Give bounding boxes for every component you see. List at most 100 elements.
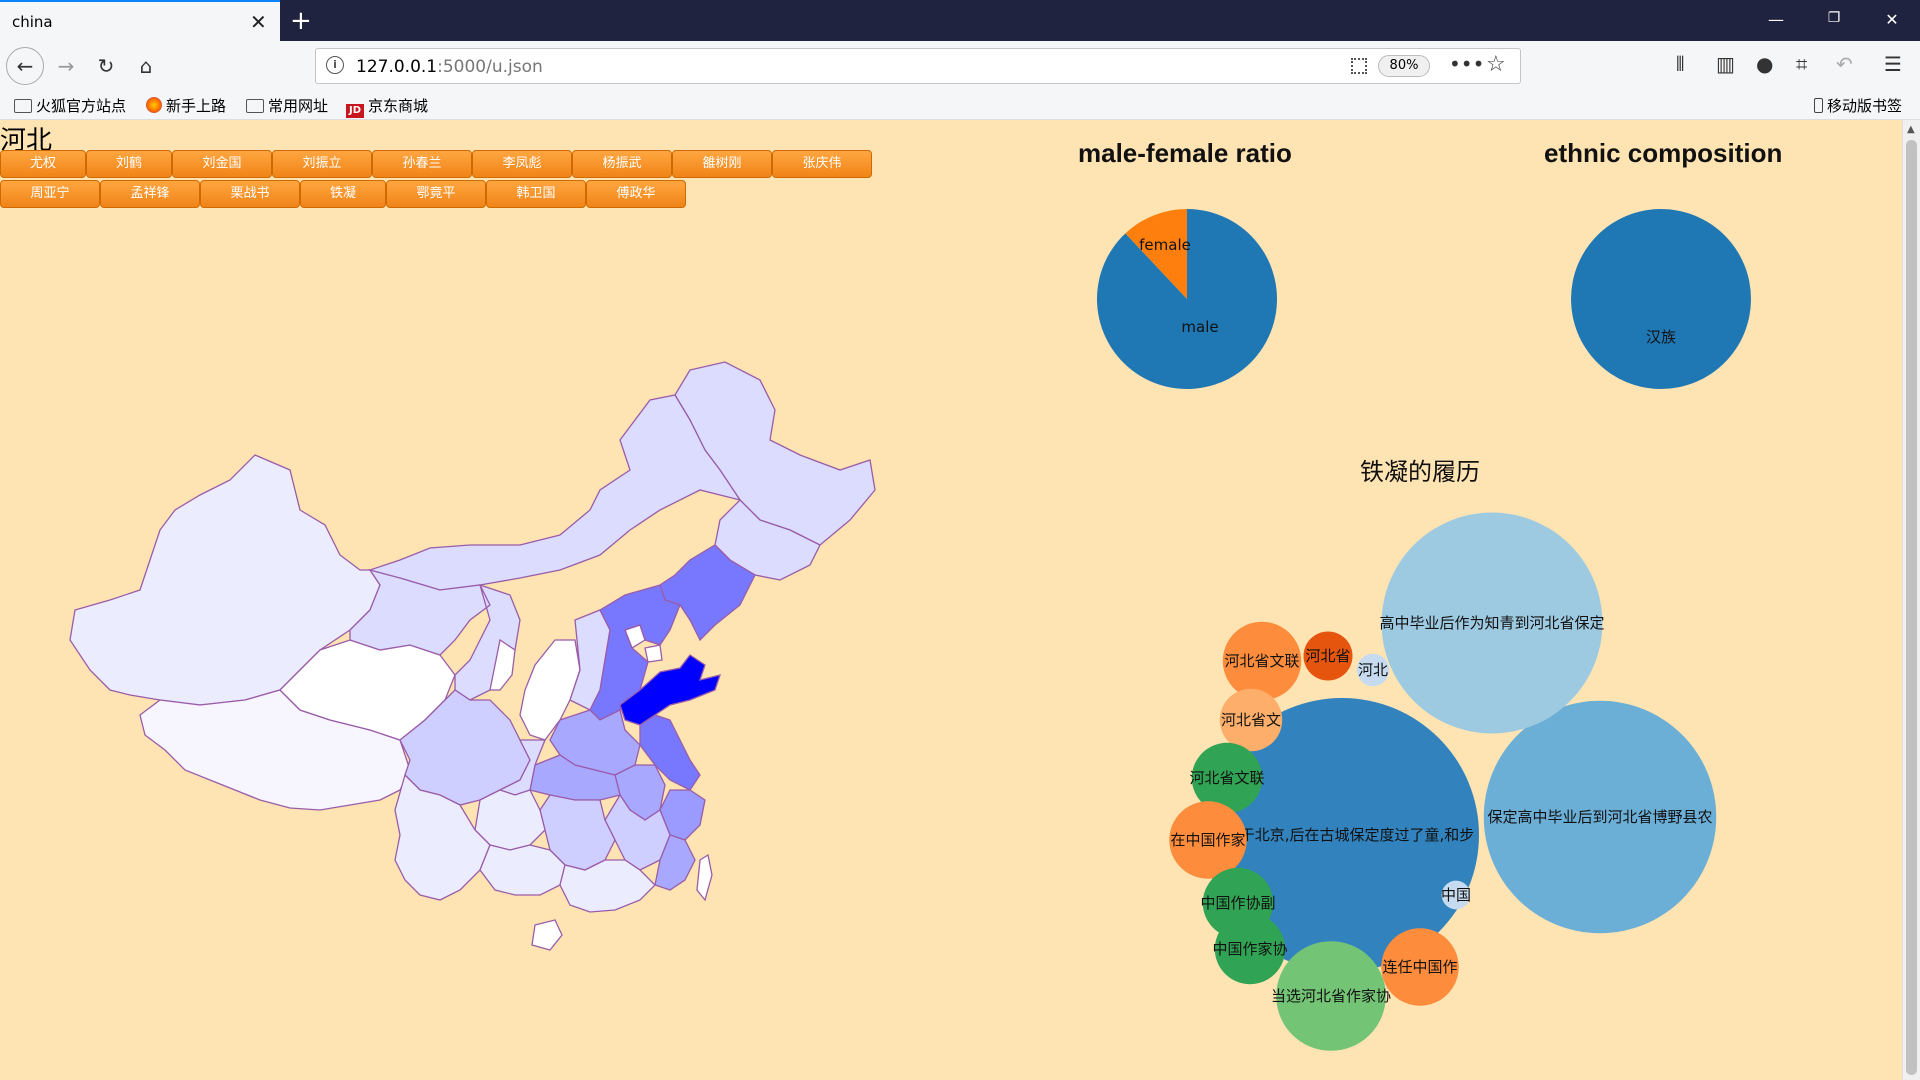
sidebar-icon[interactable]: ▥	[1716, 52, 1735, 76]
resume-bubble[interactable]: 中国	[1441, 880, 1471, 910]
bubble-circle[interactable]	[1214, 913, 1286, 985]
home-icon[interactable]: ⌂	[139, 54, 153, 78]
bubble-label: 中国作协副	[1200, 894, 1275, 912]
pie-slice-汉族[interactable]	[1571, 209, 1751, 389]
ethnic-pie-chart: 汉族	[1571, 209, 1751, 389]
address-bar[interactable]: i 127.0.0.1:5000/u.json 80% ••• ☆	[315, 48, 1521, 84]
tab-close-icon[interactable]: ✕	[250, 10, 267, 34]
bubble-label: 在中国作家	[1170, 831, 1245, 849]
person-button[interactable]: 雒树刚	[672, 150, 772, 178]
library-icon[interactable]: ⫴	[1676, 52, 1685, 76]
resume-bubble[interactable]: 河北	[1356, 653, 1390, 687]
tab-title: china	[12, 13, 53, 31]
region-liaoning[interactable]	[659, 544, 756, 642]
restore-icon[interactable]: ❐	[1827, 10, 1841, 26]
gender-pie-chart: male female	[1097, 209, 1277, 389]
resume-bubble[interactable]: 保定高中毕业后到河北省博野县农	[1483, 700, 1717, 934]
region-jiangsu[interactable]	[639, 714, 701, 791]
resume-bubble[interactable]: 河北省	[1303, 631, 1353, 681]
bubble-circle[interactable]	[1222, 621, 1302, 701]
window-close-icon[interactable]: ✕	[1885, 10, 1899, 29]
undo-icon[interactable]: ↶	[1836, 52, 1853, 76]
bubble-circle[interactable]	[1441, 880, 1471, 910]
person-button[interactable]: 刘振立	[272, 150, 372, 178]
bubble-label: 中国作家协	[1212, 940, 1287, 958]
person-button[interactable]: 刘金国	[172, 150, 272, 178]
bubble-circle[interactable]	[1381, 512, 1603, 734]
person-button[interactable]: 杨振武	[572, 150, 672, 178]
resume-bubble[interactable]: 河北省文	[1219, 688, 1283, 752]
resume-bubble[interactable]: 当选河北省作家协	[1271, 941, 1391, 1051]
region-fujian[interactable]	[654, 834, 696, 891]
bubble-label: 河北省文	[1221, 711, 1281, 729]
person-button[interactable]: 刘鹤	[86, 150, 172, 178]
bubble-circle[interactable]	[1276, 941, 1386, 1051]
bubble-label: 高中毕业后作为知青到河北省保定	[1379, 614, 1604, 632]
url-text[interactable]: 127.0.0.1:5000/u.json	[356, 57, 543, 77]
scroll-thumb[interactable]	[1906, 140, 1917, 1075]
region-yunnan[interactable]	[394, 773, 491, 901]
pie-slice-female[interactable]	[1125, 209, 1187, 299]
person-button[interactable]: 尤权	[0, 150, 86, 178]
bubble-circle[interactable]	[1356, 653, 1390, 687]
scrollbar[interactable]: ▲	[1902, 120, 1920, 1080]
region-tianjin[interactable]	[644, 644, 663, 663]
resume-bubble[interactable]: 河北省文联	[1222, 621, 1302, 701]
minimize-icon[interactable]: —	[1768, 10, 1784, 29]
resume-bubble[interactable]: 在中国作家	[1169, 801, 1247, 879]
region-inner-mongolia[interactable]	[368, 394, 742, 591]
person-button[interactable]: 李凤彪	[472, 150, 572, 178]
bubble-circle[interactable]	[1483, 700, 1717, 934]
bookmark-mobile[interactable]: 移动版书签	[1814, 95, 1902, 116]
jd-logo-icon: JD	[346, 104, 364, 118]
zoom-level[interactable]: 80%	[1378, 55, 1430, 77]
back-arrow-icon[interactable]: ←	[6, 47, 44, 85]
bubble-circle[interactable]	[1205, 698, 1479, 972]
person-button[interactable]: 鄂竟平	[386, 180, 486, 208]
bookmark-getting-started[interactable]: 新手上路	[146, 95, 226, 116]
reload-icon[interactable]: ↻	[97, 54, 115, 78]
person-button[interactable]: 栗战书	[200, 180, 300, 208]
qr-code-icon[interactable]	[1351, 58, 1367, 74]
resume-bubble[interactable]: 中国作家协	[1212, 913, 1288, 985]
region-hainan[interactable]	[531, 919, 563, 951]
person-button[interactable]: 周亚宁	[0, 180, 100, 208]
bubble-circle[interactable]	[1219, 688, 1283, 752]
mobile-phone-icon	[1814, 98, 1823, 113]
chat-icon[interactable]: ●	[1756, 52, 1774, 76]
bubble-circle[interactable]	[1191, 742, 1263, 814]
person-button[interactable]: 傅政华	[586, 180, 686, 208]
page-actions-icon[interactable]: •••	[1449, 52, 1485, 76]
bookmark-firefox-site[interactable]: 火狐官方站点	[14, 95, 126, 116]
bookmark-jd[interactable]: JD 京东商城	[346, 95, 428, 118]
region-hebei[interactable]	[589, 584, 681, 721]
region-ningxia[interactable]	[489, 638, 516, 691]
pie-label: male	[1181, 318, 1218, 336]
tab-active[interactable]: china ✕	[0, 0, 280, 41]
region-taiwan[interactable]	[696, 853, 713, 902]
resume-bubble[interactable]: 出生于北京,后在古城保定度过了童,和步	[1205, 698, 1479, 972]
person-button[interactable]: 韩卫国	[486, 180, 586, 208]
bookmark-common-sites[interactable]: 常用网址	[246, 95, 328, 116]
site-info-icon[interactable]: i	[326, 56, 344, 74]
person-button[interactable]: 孙春兰	[372, 150, 472, 178]
forward-arrow-icon[interactable]: →	[57, 54, 75, 78]
region-guangxi[interactable]	[479, 844, 566, 896]
bubble-label: 保定高中毕业后到河北省博野县农	[1487, 808, 1712, 826]
region-guangdong[interactable]	[559, 859, 656, 913]
resume-bubble[interactable]: 河北省文联	[1189, 742, 1265, 814]
person-button[interactable]: 孟祥锋	[100, 180, 200, 208]
person-button[interactable]: 张庆伟	[772, 150, 872, 178]
scroll-up-icon[interactable]: ▲	[1907, 124, 1915, 135]
bubble-circle[interactable]	[1169, 801, 1247, 879]
resume-bubble[interactable]: 连任中国作	[1381, 928, 1459, 1006]
screenshot-icon[interactable]: ⌗	[1796, 52, 1808, 76]
bookmark-star-icon[interactable]: ☆	[1486, 52, 1506, 77]
region-jilin[interactable]	[714, 499, 821, 581]
bubble-circle[interactable]	[1303, 631, 1353, 681]
new-tab-icon[interactable]: +	[290, 6, 312, 36]
menu-icon[interactable]: ☰	[1884, 52, 1902, 76]
bubble-circle[interactable]	[1381, 928, 1459, 1006]
resume-bubble[interactable]: 高中毕业后作为知青到河北省保定	[1379, 512, 1605, 734]
person-button[interactable]: 铁凝	[300, 180, 386, 208]
